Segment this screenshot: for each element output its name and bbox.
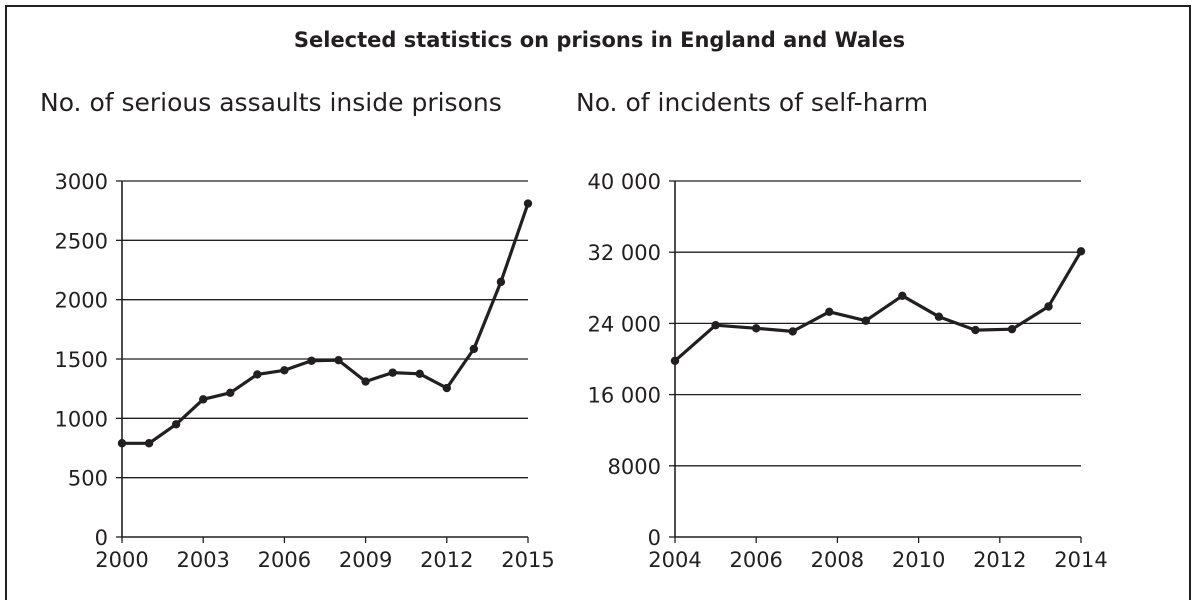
self-harm-data-point bbox=[1044, 302, 1053, 311]
assaults-x-tick-label: 2003 bbox=[176, 548, 229, 572]
chart-1-title: No. of serious assaults inside prisons bbox=[40, 88, 502, 117]
self-harm-x-tick-label: 2010 bbox=[892, 548, 945, 572]
self-harm-x-tick-label: 2014 bbox=[1054, 548, 1107, 572]
assaults-data-point bbox=[388, 368, 397, 377]
assaults-x-tick-label: 2000 bbox=[95, 548, 148, 572]
self-harm-y-tick-label: 16 000 bbox=[588, 384, 661, 408]
self-harm-data-point bbox=[788, 327, 797, 336]
assaults-y-tick-label: 0 bbox=[95, 526, 108, 550]
self-harm-data-point bbox=[825, 307, 834, 317]
assaults-y-tick-label: 1000 bbox=[55, 407, 108, 431]
self-harm-y-tick-label: 40 000 bbox=[588, 170, 661, 194]
chart-2-title: No. of incidents of self-harm bbox=[576, 88, 929, 117]
assaults-data-point bbox=[523, 199, 533, 208]
self-harm-chart: 0 8000 16 000 24 000 32 000 40 000 2004 2006 200… bbox=[588, 170, 1108, 572]
chart-frame bbox=[5, 5, 1191, 600]
assaults-y-tick-label: 2500 bbox=[55, 229, 108, 253]
self-harm-x-tick-label: 2012 bbox=[973, 548, 1026, 572]
assaults-chart: 0 500 1000 1500 2000 2500 3000 2000 2003 2006 2009… bbox=[55, 170, 555, 572]
figure-title: Selected statistics on prisons in Englan… bbox=[293, 28, 906, 52]
assaults-data-point bbox=[361, 377, 370, 386]
self-harm-series-line bbox=[673, 250, 1083, 363]
assaults-y-tick-label: 3000 bbox=[55, 170, 108, 194]
assaults-x-tick-label: 2009 bbox=[339, 548, 392, 572]
assaults-x-tick-label: 2015 bbox=[501, 548, 554, 572]
assaults-data-point bbox=[117, 439, 127, 448]
assaults-data-point bbox=[307, 356, 316, 365]
assaults-data-point bbox=[280, 366, 289, 375]
assaults-y-tick-label: 2000 bbox=[55, 289, 108, 313]
assaults-data-point bbox=[442, 383, 451, 393]
assaults-data-point bbox=[415, 369, 424, 379]
assaults-data-point bbox=[496, 277, 506, 287]
assaults-series-line bbox=[122, 202, 530, 445]
assaults-data-point bbox=[171, 420, 181, 429]
assaults-data-point bbox=[469, 344, 479, 354]
assaults-y-tick-label: 1500 bbox=[55, 348, 108, 372]
assaults-data-point bbox=[199, 395, 208, 404]
self-harm-data-point bbox=[861, 316, 871, 325]
self-harm-data-point bbox=[934, 312, 944, 321]
assaults-data-point bbox=[144, 439, 154, 448]
self-harm-data-point bbox=[1076, 247, 1086, 256]
self-harm-y-tick-label: 32 000 bbox=[588, 241, 661, 265]
self-harm-x-tick-label: 2008 bbox=[811, 548, 864, 572]
self-harm-y-tick-label: 0 bbox=[648, 526, 661, 550]
self-harm-data-point bbox=[1007, 324, 1017, 334]
self-harm-data-point bbox=[971, 325, 980, 335]
self-harm-y-tick-label: 24 000 bbox=[588, 312, 661, 336]
assaults-x-tick-label: 2012 bbox=[420, 548, 473, 572]
self-harm-x-tick-label: 2006 bbox=[729, 548, 782, 572]
assaults-y-tick-label: 500 bbox=[68, 467, 108, 491]
assaults-x-tick-label: 2006 bbox=[258, 548, 311, 572]
self-harm-data-point bbox=[898, 291, 907, 301]
self-harm-x-tick-label: 2004 bbox=[648, 548, 701, 572]
assaults-data-point bbox=[253, 370, 262, 379]
self-harm-data-point bbox=[670, 356, 680, 365]
self-harm-y-tick-label: 8000 bbox=[608, 455, 661, 479]
assaults-data-point bbox=[226, 388, 235, 398]
self-harm-data-point bbox=[752, 324, 761, 333]
self-harm-data-point bbox=[711, 320, 720, 330]
assaults-data-point bbox=[334, 355, 343, 365]
